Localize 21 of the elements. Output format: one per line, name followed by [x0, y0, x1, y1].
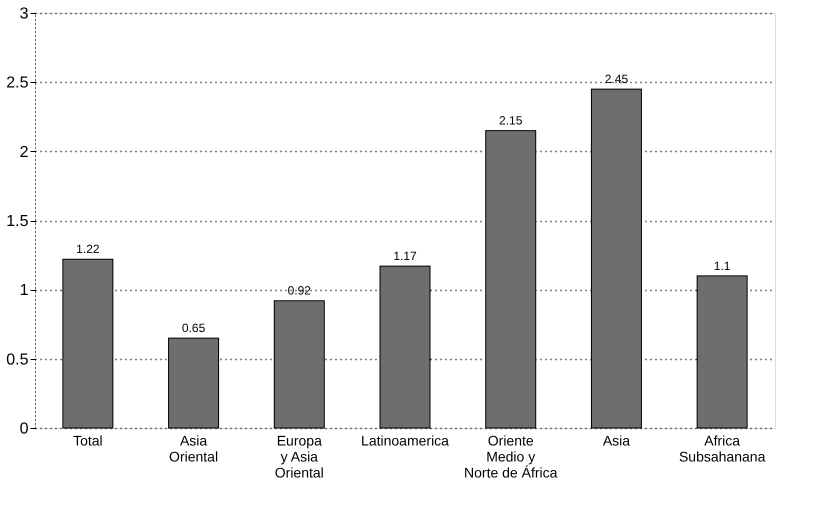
data-label: 1.17: [393, 249, 417, 264]
y-tick-label: 2: [20, 144, 29, 161]
x-tick-label: Latinoamerica: [361, 432, 450, 448]
data-label: 2.45: [604, 72, 628, 86]
y-tick-label: 1.5: [6, 213, 29, 230]
y-tick-label: 0.5: [6, 351, 29, 368]
data-label: 0.65: [182, 321, 206, 336]
y-tick-label: 0: [20, 420, 29, 438]
data-label: 2.15: [499, 114, 523, 128]
data-label: 1.22: [76, 242, 100, 256]
x-tick-label: Africa Subsahanana: [678, 432, 766, 464]
x-tick-label: Asia Oriental: [169, 432, 218, 464]
x-tick-label: Asia: [602, 432, 630, 448]
x-tick-label: Total: [73, 432, 103, 448]
y-tick-label: 1: [20, 282, 29, 300]
y-tick-label: 3: [20, 6, 29, 22]
data-label: 1.1: [714, 258, 731, 273]
y-tick-label: 2.5: [6, 74, 29, 92]
x-tick-label: Europa y Asia Oriental: [274, 432, 324, 480]
data-label: 0.92: [288, 284, 312, 298]
x-tick-label: Oriente Medio y Norte de África: [464, 432, 558, 480]
